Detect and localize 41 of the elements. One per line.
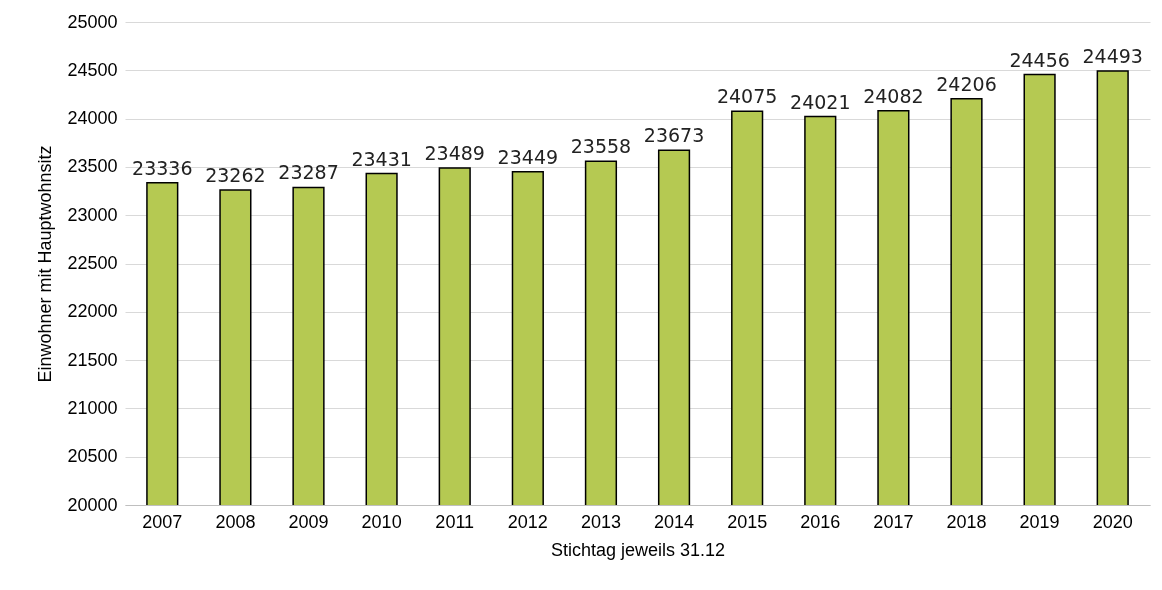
y-tick-label: 20500: [67, 446, 118, 467]
data-label: 24021: [790, 90, 851, 113]
x-tick-label: 2009: [288, 511, 329, 532]
y-tick-label: 23500: [67, 156, 118, 177]
data-label: 24206: [936, 72, 997, 95]
x-tick-label: 2010: [361, 511, 402, 532]
y-tick-label: 24000: [67, 108, 118, 129]
data-label: 24075: [716, 85, 778, 108]
data-label: 23287: [278, 161, 339, 184]
x-axis-title: Stichtag jeweils 31.12: [550, 539, 726, 560]
y-tick-label: 20000: [67, 494, 118, 515]
data-label: 23558: [570, 135, 632, 158]
data-label: 23262: [205, 163, 266, 186]
data-label: 23449: [497, 145, 559, 168]
x-tick-label: 2011: [435, 511, 475, 532]
y-tick-label: 22000: [67, 301, 118, 322]
y-tick-label: 23000: [67, 204, 118, 225]
x-tick-label: 2012: [507, 511, 548, 532]
data-label: 23673: [643, 124, 705, 147]
y-tick-label: 21500: [67, 349, 118, 370]
data-label: 24082: [863, 84, 924, 107]
data-label: 23489: [424, 141, 485, 164]
x-tick-label: 2019: [1019, 511, 1060, 532]
data-label: 24493: [1082, 44, 1143, 67]
y-tick-label: 21000: [67, 397, 118, 418]
x-tick-label: 2014: [654, 511, 695, 532]
y-tick-label: 24500: [67, 59, 118, 80]
x-tick-label: 2013: [580, 511, 621, 532]
x-tick-label: 2008: [215, 511, 256, 532]
x-tick-label: 2018: [946, 511, 987, 532]
y-tick-label: 25000: [67, 11, 118, 32]
data-label: 23336: [132, 156, 193, 179]
x-tick-label: 2016: [800, 511, 841, 532]
x-tick-label: 2017: [873, 511, 914, 532]
x-tick-label: 2020: [1092, 511, 1133, 532]
x-tick-label: 2007: [142, 511, 183, 532]
y-tick-label: 22500: [67, 253, 118, 273]
data-label: 23431: [351, 147, 412, 170]
x-tick-label: 2015: [727, 511, 768, 532]
data-label: 24456: [1009, 48, 1070, 71]
y-axis-title: Einwohner mit Hauptwohnsitz: [35, 145, 56, 383]
